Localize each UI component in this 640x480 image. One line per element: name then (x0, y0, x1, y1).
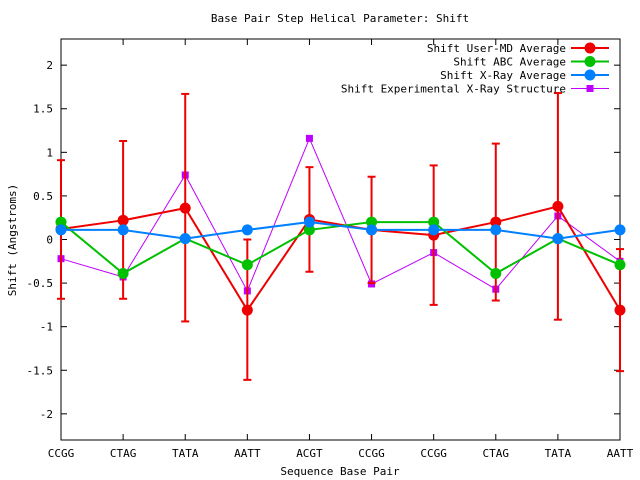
data-point (241, 304, 253, 316)
data-point (552, 233, 564, 245)
data-point (490, 216, 502, 228)
x-tick-label: CTAG (110, 447, 137, 460)
y-tick-label: -2 (40, 408, 53, 421)
data-point (117, 214, 129, 226)
series-3 (57, 134, 624, 295)
series-layer (55, 92, 626, 381)
data-point (428, 216, 440, 228)
x-tick-label: TATA (545, 447, 572, 460)
y-tick-label: 1 (46, 146, 53, 159)
legend-marker (584, 56, 596, 67)
data-point (366, 224, 378, 236)
data-point (241, 259, 253, 271)
series-2 (55, 216, 626, 245)
y-tick-label: -1.5 (27, 364, 54, 377)
legend-label: Shift User-MD Average (427, 42, 566, 55)
x-axis-label: Sequence Base Pair (280, 465, 400, 478)
series-line (60, 137, 621, 293)
legend-marker (584, 42, 596, 54)
x-tick-label: CCGG (48, 447, 75, 460)
x-tick-label: CCGG (420, 447, 447, 460)
data-point (117, 224, 129, 236)
data-point (55, 224, 67, 236)
y-tick-label: -1 (40, 321, 53, 334)
x-tick-label: TATA (172, 447, 199, 460)
data-point (117, 267, 129, 279)
data-point (614, 304, 626, 316)
data-point (55, 216, 67, 228)
y-tick-label: 0 (46, 234, 53, 247)
y-tick-label: 1.5 (33, 103, 53, 116)
data-point (366, 216, 378, 228)
series-line (61, 221, 621, 240)
x-tick-label: ACGT (296, 447, 323, 460)
legend-label: Shift X-Ray Average (440, 69, 566, 82)
legend-label: Shift Experimental X-Ray Structure (341, 83, 566, 96)
axis-ticks: -2 -1.5 -1 -0.5 0 0.5 1 1.5 2 CCGG CTAG TATA AATT ACG… (27, 39, 634, 460)
y-tick-label: 2 (46, 59, 53, 72)
legend-label: Shift ABC Average (453, 56, 566, 69)
data-point (428, 224, 440, 236)
data-point (552, 200, 564, 212)
plot-frame (60, 38, 621, 441)
x-tick-label: AATT (607, 447, 634, 460)
data-point (614, 259, 626, 271)
y-tick-label: 0.5 (33, 190, 53, 203)
data-point (490, 267, 502, 279)
data-point (179, 202, 191, 214)
y-axis-label: Shift (Angstroms) (6, 184, 19, 297)
data-point (303, 216, 315, 228)
x-tick-label: CTAG (483, 447, 510, 460)
y-tick-label: -0.5 (27, 277, 54, 290)
data-point (179, 233, 191, 245)
chart-title: Base Pair Step Helical Parameter: Shift (211, 12, 469, 25)
series-line (60, 221, 621, 275)
data-point (614, 224, 626, 236)
data-point (241, 224, 253, 236)
series-line (60, 205, 621, 312)
data-point (303, 224, 315, 236)
data-point (490, 224, 502, 236)
series-0 (55, 92, 626, 381)
x-tick-label: AATT (234, 447, 261, 460)
legend-marker (584, 69, 596, 81)
data-point (305, 134, 313, 142)
x-tick-label: CCGG (358, 447, 385, 460)
legend-marker (586, 85, 594, 92)
